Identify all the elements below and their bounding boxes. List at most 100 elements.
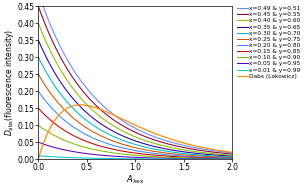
x=0.05 & y=0.95 [227, 158, 230, 160]
x=0.01 & y=0.99 [227, 158, 230, 160]
x=0.45 & y=0.55 [70, 75, 74, 77]
x=0.20 & y=0.80 [70, 125, 74, 127]
x=0.01 & y=0.99 [111, 157, 115, 160]
x=0.35 & y=0.65 [59, 81, 62, 83]
x=0.01 & y=0.99 [70, 156, 74, 159]
Line: x=0.01 & y=0.99: x=0.01 & y=0.99 [38, 156, 232, 159]
x=0.05 & y=0.95 [119, 156, 123, 158]
x=0.01 & y=0.99 [119, 158, 123, 160]
x=0.25 & y=0.75 [111, 140, 115, 142]
x=0.10 & y=0.90 [230, 158, 234, 160]
x=0.20 & y=0.80 [227, 157, 230, 159]
x=0.25 & y=0.75 [230, 156, 234, 159]
x=0.20 & y=0.80 [59, 116, 62, 118]
x=0.35 & y=0.65 [119, 134, 123, 136]
x=0.30 & y=0.70 [59, 93, 62, 95]
Line: x=0.20 & y=0.80: x=0.20 & y=0.80 [38, 91, 232, 158]
x=0.45 & y=0.55 [111, 118, 115, 120]
Dabs (Lakowicz) [111, 114, 115, 116]
x=0.25 & y=0.75 [70, 116, 74, 118]
x=0.45 & y=0.55 [206, 150, 209, 153]
Line: x=0.45 & y=0.55: x=0.45 & y=0.55 [38, 6, 232, 154]
x=0.40 & y=0.60 [70, 86, 74, 88]
x=0.15 & y=0.85 [111, 148, 115, 150]
x=0.15 & y=0.85 [119, 150, 123, 152]
x=0.30 & y=0.70 [227, 156, 230, 158]
x=0.40 & y=0.60 [111, 124, 115, 126]
x=0.40 & y=0.60 [206, 152, 209, 154]
x=0.45 & y=0.55 [227, 153, 230, 155]
x=0.05 & y=0.95 [70, 150, 74, 153]
x=0.30 & y=0.70 [206, 154, 209, 157]
x=0.45 & y=0.55 [36, 5, 40, 7]
x=0.15 & y=0.85 [70, 134, 74, 136]
Line: x=0.35 & y=0.65: x=0.35 & y=0.65 [38, 40, 232, 156]
Y-axis label: $D_{\mathregular{abs}}$(fluorescence intensity): $D_{\mathregular{abs}}$(fluorescence int… [3, 29, 16, 136]
x=0.20 & y=0.80 [230, 157, 234, 159]
x=0.25 & y=0.75 [227, 156, 230, 159]
x=0.05 & y=0.95 [59, 148, 62, 150]
x=0.05 & y=0.95 [36, 141, 40, 143]
x=0.10 & y=0.90 [227, 158, 230, 160]
Line: Dabs (Lakowicz): Dabs (Lakowicz) [38, 105, 232, 159]
x=0.35 & y=0.65 [230, 155, 234, 157]
x=0.10 & y=0.90 [59, 137, 62, 140]
x=0.10 & y=0.90 [36, 124, 40, 126]
Dabs (Lakowicz) [59, 112, 62, 115]
x=0.49 & y=0.51 [227, 151, 230, 154]
x=0.20 & y=0.80 [36, 90, 40, 92]
x=0.35 & y=0.65 [206, 153, 209, 156]
x=0.35 & y=0.65 [227, 155, 230, 157]
x=0.01 & y=0.99 [36, 155, 40, 157]
Line: x=0.30 & y=0.70: x=0.30 & y=0.70 [38, 57, 232, 157]
X-axis label: $A_{\mathregular{\lambda ex}}$: $A_{\mathregular{\lambda ex}}$ [126, 174, 145, 186]
x=0.49 & y=0.51 [230, 152, 234, 154]
x=0.01 & y=0.99 [230, 158, 234, 160]
Dabs (Lakowicz) [79, 104, 82, 106]
x=0.45 & y=0.55 [59, 56, 62, 58]
x=0.30 & y=0.70 [111, 135, 115, 137]
Line: x=0.05 & y=0.95: x=0.05 & y=0.95 [38, 142, 232, 159]
x=0.15 & y=0.85 [36, 107, 40, 109]
Line: x=0.15 & y=0.85: x=0.15 & y=0.85 [38, 108, 232, 158]
x=0.40 & y=0.60 [227, 154, 230, 156]
x=0.20 & y=0.80 [119, 146, 123, 149]
x=0.20 & y=0.80 [111, 144, 115, 146]
x=0.30 & y=0.70 [70, 106, 74, 108]
Dabs (Lakowicz) [36, 158, 40, 160]
x=0.15 & y=0.85 [206, 157, 209, 159]
Line: x=0.49 & y=0.51: x=0.49 & y=0.51 [38, 0, 232, 153]
x=0.35 & y=0.65 [70, 96, 74, 98]
x=0.30 & y=0.70 [230, 156, 234, 158]
x=0.45 & y=0.55 [119, 124, 123, 126]
x=0.05 & y=0.95 [206, 158, 209, 160]
x=0.10 & y=0.90 [111, 152, 115, 154]
x=0.49 & y=0.51 [206, 149, 209, 151]
Dabs (Lakowicz) [70, 105, 74, 107]
Dabs (Lakowicz) [206, 147, 209, 150]
x=0.40 & y=0.60 [119, 129, 123, 131]
x=0.49 & y=0.51 [70, 66, 74, 69]
x=0.49 & y=0.51 [59, 46, 62, 48]
x=0.01 & y=0.99 [206, 158, 209, 160]
Dabs (Lakowicz) [119, 117, 123, 120]
x=0.25 & y=0.75 [36, 73, 40, 75]
Line: x=0.40 & y=0.60: x=0.40 & y=0.60 [38, 23, 232, 155]
x=0.30 & y=0.70 [119, 139, 123, 141]
x=0.10 & y=0.90 [119, 153, 123, 155]
x=0.01 & y=0.99 [59, 156, 62, 158]
x=0.49 & y=0.51 [111, 113, 115, 115]
x=0.30 & y=0.70 [36, 56, 40, 58]
x=0.20 & y=0.80 [206, 156, 209, 158]
x=0.25 & y=0.75 [59, 104, 62, 107]
Line: x=0.10 & y=0.90: x=0.10 & y=0.90 [38, 125, 232, 159]
Dabs (Lakowicz) [227, 151, 230, 153]
x=0.35 & y=0.65 [111, 130, 115, 132]
x=0.40 & y=0.60 [36, 22, 40, 24]
x=0.10 & y=0.90 [206, 157, 209, 160]
x=0.15 & y=0.85 [227, 157, 230, 160]
x=0.10 & y=0.90 [70, 142, 74, 144]
x=0.45 & y=0.55 [230, 153, 234, 155]
x=0.40 & y=0.60 [230, 154, 234, 156]
x=0.25 & y=0.75 [119, 143, 123, 145]
